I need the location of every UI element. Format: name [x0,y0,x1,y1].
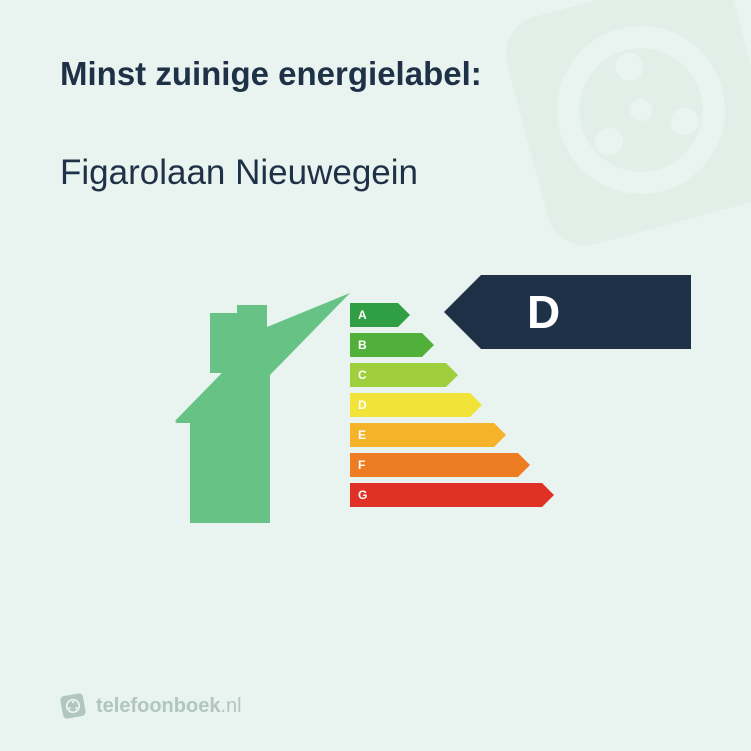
bar-shape [350,393,470,417]
footer-logo-icon [60,693,86,719]
card-content: Minst zuinige energielabel: Figarolaan N… [0,0,751,751]
footer: telefoonboek.nl [60,693,242,719]
bar-letter: G [358,488,367,502]
rating-badge: D [481,275,691,349]
bar-letter: D [358,398,367,412]
bar-letter: F [358,458,365,472]
energy-bar-g: G [350,483,542,507]
bar-shape [350,423,494,447]
footer-brand: telefoonboek.nl [96,695,242,718]
rating-letter: D [527,285,560,339]
bar-letter: B [358,338,367,352]
title: Minst zuinige energielabel: [60,55,691,93]
bar-shape [350,483,542,507]
house-icon [175,293,350,523]
energy-bar-e: E [350,423,542,447]
energy-bar-d: D [350,393,542,417]
subtitle: Figarolaan Nieuwegein [60,153,691,193]
energy-bar-c: C [350,363,542,387]
energy-bar-f: F [350,453,542,477]
bar-letter: A [358,308,367,322]
bar-letter: C [358,368,367,382]
bar-letter: E [358,428,366,442]
energy-label-chart: A B C D E F G D [60,273,691,553]
bar-shape [350,453,518,477]
